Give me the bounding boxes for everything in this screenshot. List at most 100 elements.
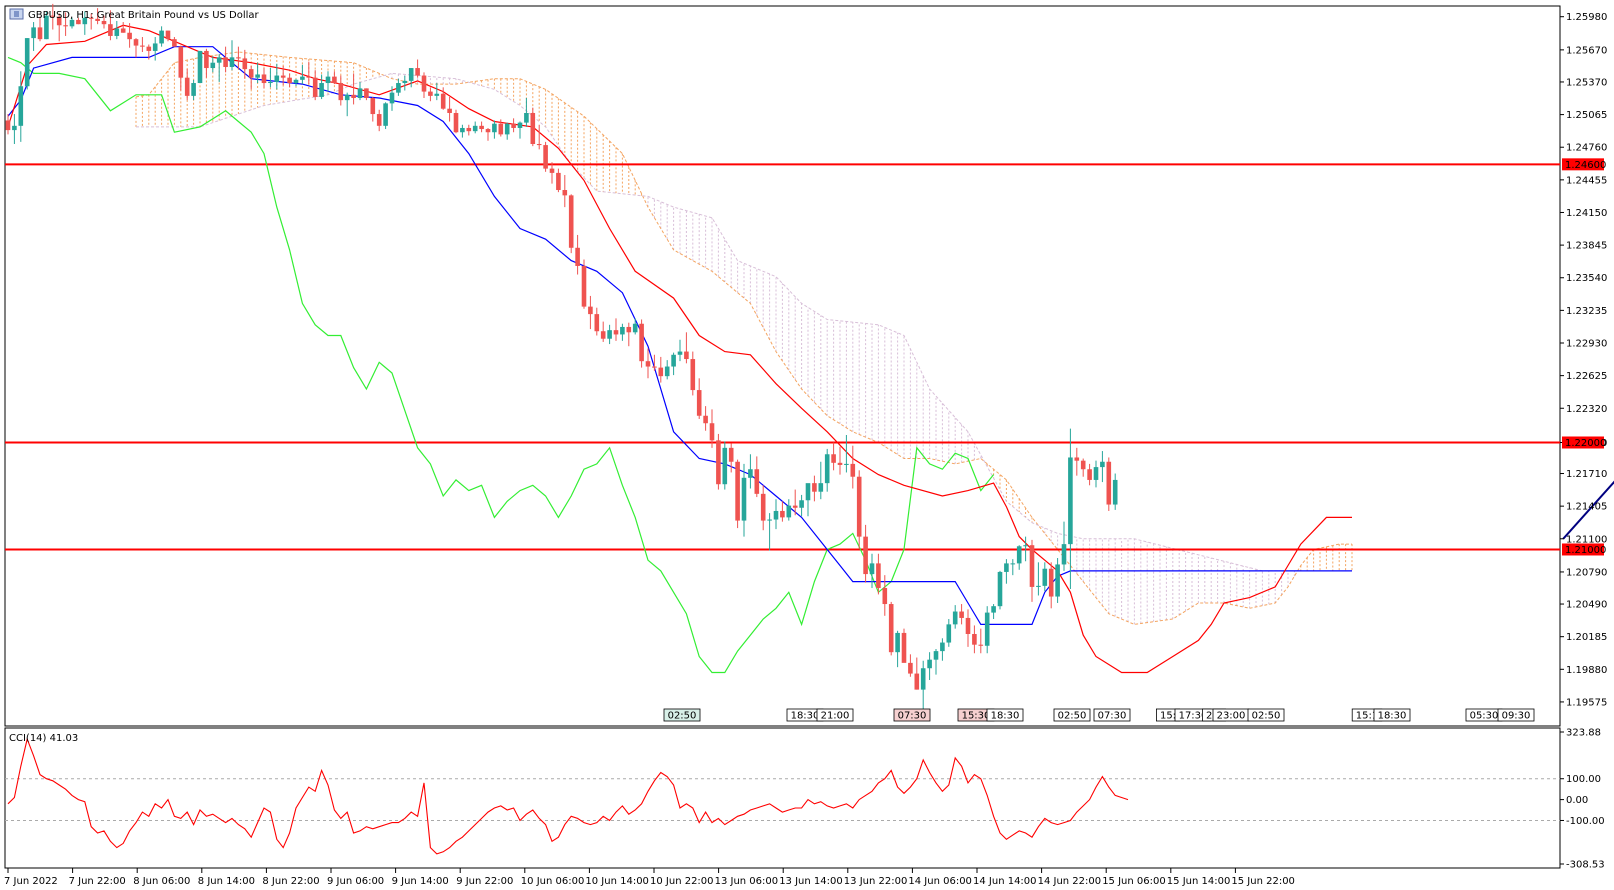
candle — [696, 378, 702, 419]
cci-tick-label: -100.00 — [1566, 816, 1605, 827]
chart-title: GBPUSD, H1: Great Britain Pound vs US Do… — [28, 10, 260, 21]
candle — [818, 461, 824, 500]
candle-body — [818, 483, 824, 492]
candle — [1093, 460, 1099, 488]
time-tick-label: 9 Jun 14:00 — [392, 876, 449, 887]
cci-series — [5, 737, 1560, 855]
event-tag-label: 07:30 — [1098, 711, 1127, 722]
candle — [1112, 473, 1118, 510]
candle — [453, 109, 459, 134]
price-tick-label: 1.21100 — [1566, 534, 1607, 545]
candle-body — [690, 359, 696, 391]
candle-body — [248, 69, 254, 78]
candle-body — [178, 46, 184, 78]
candle-body — [677, 351, 683, 355]
candle — [588, 295, 593, 330]
candle — [626, 322, 632, 347]
symbol-icon-inner — [14, 11, 19, 17]
kijun-sen — [7, 46, 1352, 625]
candle-body — [824, 454, 830, 484]
time-tick-label: 13 Jun 14:00 — [779, 876, 843, 887]
event-tag — [893, 708, 931, 722]
candle — [178, 45, 184, 91]
cci-tick-label: 0.00 — [1566, 795, 1588, 806]
candle — [1074, 447, 1080, 476]
candle-body — [972, 633, 977, 645]
candle-body — [460, 127, 465, 133]
candle — [402, 75, 408, 91]
candle-body — [696, 390, 702, 416]
candle — [1023, 536, 1028, 562]
candle-body — [223, 57, 228, 67]
candle — [376, 109, 382, 132]
candle — [76, 17, 81, 25]
candle — [664, 360, 670, 380]
candle — [69, 17, 75, 29]
candle-body — [735, 461, 740, 521]
candle-body — [748, 469, 753, 478]
candle-body — [229, 57, 235, 67]
event-tag-label: 15:30 — [962, 711, 991, 722]
candle-body — [914, 673, 920, 690]
candle-body — [479, 125, 484, 130]
event-tag — [986, 708, 1024, 722]
candle — [460, 124, 465, 138]
candle — [965, 609, 971, 647]
candle — [396, 78, 401, 96]
support-resistance-levels — [5, 163, 1560, 551]
event-tag — [816, 708, 854, 722]
candle-body — [1080, 460, 1086, 470]
candle — [741, 463, 747, 537]
candle — [434, 83, 440, 101]
candle — [952, 605, 958, 629]
time-tick-label: 8 Jun 22:00 — [262, 876, 319, 887]
candle-body — [1016, 546, 1022, 564]
candle — [152, 37, 158, 61]
candle-body — [620, 326, 625, 335]
time-tick-label: 7 Jun 22:00 — [69, 876, 126, 887]
candle-body — [908, 662, 913, 674]
candle — [997, 570, 1003, 610]
candle — [287, 73, 292, 88]
candle-body — [453, 112, 459, 133]
time-tick-label: 13 Jun 22:00 — [844, 876, 908, 887]
price-tick-label: 1.22930 — [1566, 338, 1607, 349]
candle — [991, 604, 996, 620]
candle — [607, 324, 612, 345]
candle — [780, 501, 785, 522]
candle — [383, 102, 388, 130]
candle — [472, 121, 478, 134]
candle-body — [959, 611, 964, 618]
candle — [370, 96, 376, 122]
candle — [658, 356, 664, 383]
candle — [351, 73, 356, 105]
candle — [146, 44, 152, 60]
candle-body — [741, 477, 747, 521]
candle — [479, 121, 484, 133]
price-tick-label: 1.25980 — [1566, 12, 1607, 23]
candle-body — [543, 145, 548, 169]
candle-body — [120, 28, 126, 33]
candle — [56, 13, 62, 42]
candle — [600, 321, 606, 342]
time-tick-label: 13 Jun 06:00 — [715, 876, 779, 887]
candle — [485, 127, 491, 141]
event-tag-label: 21:00 — [821, 711, 850, 722]
candle-body — [1004, 563, 1009, 572]
candle-body — [332, 76, 337, 84]
candle — [914, 657, 920, 690]
event-tag — [1053, 708, 1091, 722]
candle — [709, 409, 715, 448]
candle-body — [652, 366, 657, 368]
event-tag-label: 23:00 — [1217, 711, 1246, 722]
level-price-tag — [1562, 158, 1604, 171]
event-tag-label: 15: — [1160, 711, 1176, 722]
candle-body — [24, 38, 30, 87]
price-tick-label: 1.20490 — [1566, 600, 1607, 611]
candle-body — [882, 587, 888, 605]
event-tag-label: 09:30 — [1502, 711, 1531, 722]
candle — [268, 68, 273, 88]
time-tick-label: 15 Jun 22:00 — [1231, 876, 1295, 887]
chikou-span — [7, 56, 995, 674]
event-tag-label: 15:1 — [1356, 711, 1378, 722]
